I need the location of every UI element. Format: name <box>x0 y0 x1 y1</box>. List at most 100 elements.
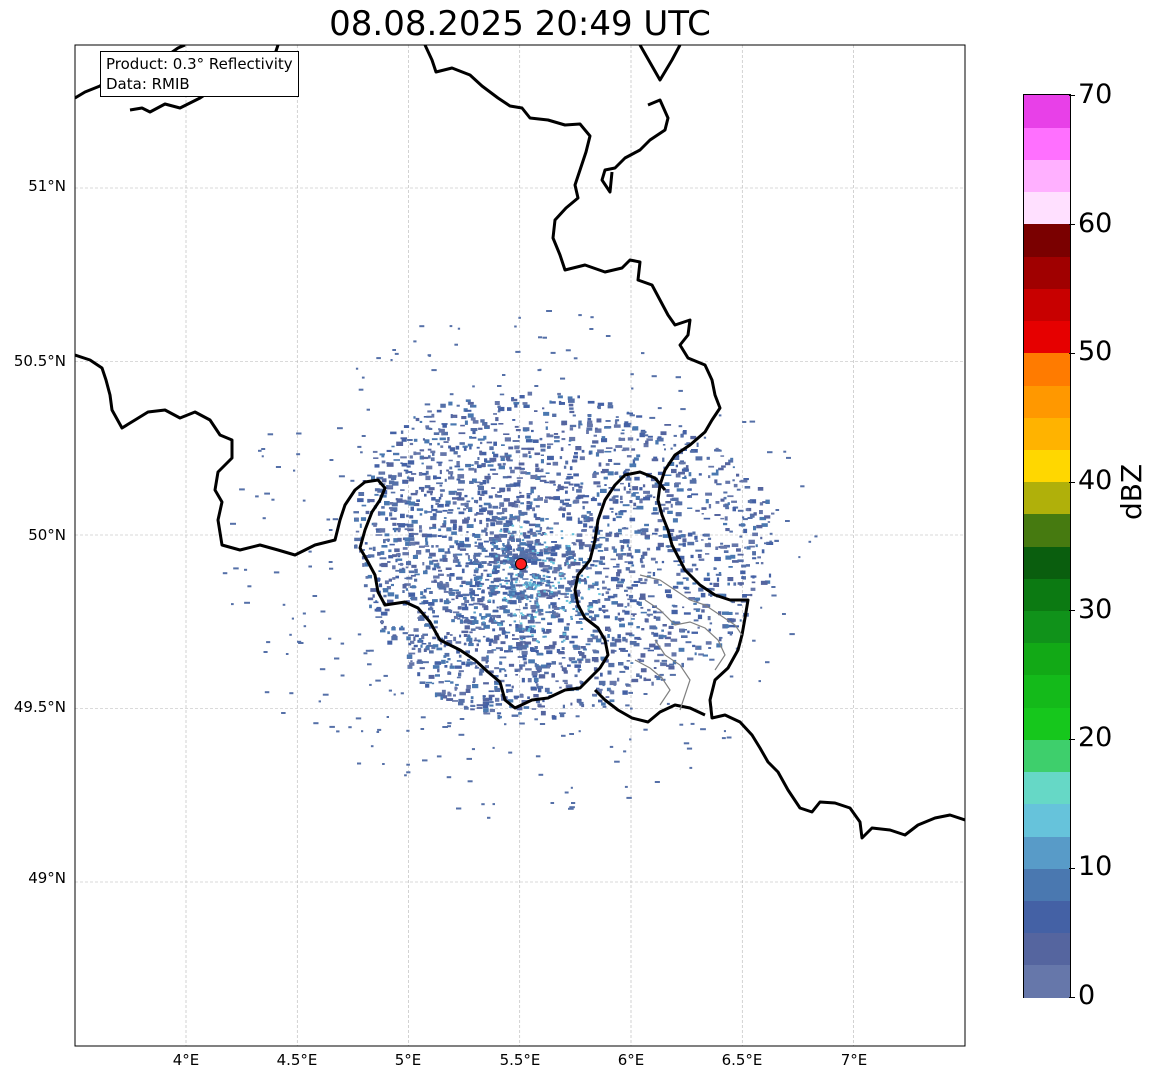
echo-pixel <box>724 516 728 521</box>
echo-pixel <box>537 590 540 593</box>
echo-pixel <box>611 636 615 642</box>
echo-pixel <box>375 528 382 531</box>
echo-pixel <box>459 540 465 545</box>
echo-pixel <box>653 496 656 499</box>
echo-pixel <box>587 608 590 611</box>
echo-pixel <box>361 435 366 437</box>
echo-pixel <box>637 638 642 640</box>
echo-pixel <box>381 460 386 464</box>
echo-pixel <box>664 489 670 493</box>
echo-pixel <box>572 575 578 579</box>
echo-pixel <box>625 632 633 636</box>
echo-pixel <box>369 649 374 652</box>
echo-pixel <box>477 639 481 643</box>
echo-pixel <box>629 517 636 522</box>
echo-pixel <box>558 484 561 487</box>
echo-pixel <box>427 410 432 413</box>
echo-pixel <box>437 503 444 508</box>
echo-pixel <box>519 636 526 640</box>
echo-pixel <box>444 635 448 639</box>
echo-pixel <box>565 544 568 547</box>
echo-pixel <box>431 413 435 418</box>
echo-pixel <box>439 469 442 475</box>
echo-pixel <box>584 580 588 585</box>
echo-pixel <box>669 673 676 676</box>
echo-pixel <box>378 570 382 572</box>
echo-pixel <box>457 617 461 620</box>
echo-pixel <box>705 499 709 504</box>
echo-pixel <box>658 535 663 537</box>
echo-pixel <box>367 574 372 579</box>
echo-pixel <box>442 583 450 588</box>
echo-pixel <box>588 610 594 614</box>
echo-pixel <box>437 535 442 537</box>
echo-pixel <box>481 463 486 468</box>
echo-pixel <box>606 687 611 692</box>
echo-pixel <box>696 442 699 447</box>
echo-pixel <box>552 584 555 587</box>
echo-pixel <box>483 682 489 685</box>
echo-pixel <box>544 559 547 562</box>
echo-pixel <box>528 659 535 664</box>
cbar-segment <box>1024 288 1070 322</box>
echo-pixel <box>629 641 637 645</box>
echo-pixel <box>503 609 508 614</box>
echo-pixel <box>755 562 759 565</box>
echo-pixel <box>571 459 577 463</box>
echo-pixel <box>465 617 469 620</box>
echo-pixel <box>530 588 536 590</box>
echo-pixel <box>391 627 396 631</box>
echo-pixel <box>504 437 511 442</box>
echo-pixel <box>503 498 510 502</box>
echo-pixel <box>467 413 474 418</box>
echo-pixel <box>388 578 392 582</box>
lat-label-51: 51°N <box>28 177 66 195</box>
echo-pixel <box>631 584 638 587</box>
echo-pixel <box>521 650 528 655</box>
echo-pixel <box>671 652 677 657</box>
echo-pixel <box>621 429 625 431</box>
echo-pixel <box>647 472 652 475</box>
echo-pixel <box>394 527 397 533</box>
echo-pixel <box>443 517 447 519</box>
echo-pixel <box>432 513 437 517</box>
echo-pixel <box>679 628 684 633</box>
echo-pixel <box>651 484 659 488</box>
echo-pixel <box>449 545 455 549</box>
echo-pixel <box>426 644 434 647</box>
echo-pixel <box>588 525 593 529</box>
echo-pixel <box>625 477 632 481</box>
echo-pixel <box>553 496 560 501</box>
lon-label-4-5: 4.5°E <box>276 1051 318 1069</box>
echo-pixel <box>615 471 619 475</box>
echo-pixel <box>435 692 442 697</box>
echo-pixel <box>418 545 425 548</box>
echo-pixel <box>464 705 468 708</box>
echo-pixel <box>528 581 531 584</box>
echo-pixel <box>523 405 530 408</box>
echo-pixel <box>759 516 767 521</box>
echo-pixel <box>489 593 493 597</box>
echo-pixel <box>369 683 372 686</box>
echo-pixel <box>453 611 460 614</box>
echo-pixel <box>701 609 705 613</box>
echo-pixel <box>571 635 578 639</box>
echo-pixel <box>695 568 699 571</box>
echo-pixel <box>634 457 639 461</box>
echo-pixel <box>477 490 481 496</box>
echo-pixel <box>715 573 722 576</box>
echo-pixel <box>523 661 528 665</box>
echo-pixel <box>677 622 681 624</box>
echo-pixel <box>568 657 576 660</box>
echo-pixel <box>589 513 593 516</box>
echo-pixel <box>380 551 385 555</box>
echo-pixel <box>708 504 712 509</box>
echo-pixel <box>542 574 546 577</box>
echo-pixel <box>375 600 378 603</box>
echo-pixel <box>499 455 507 458</box>
echo-pixel <box>687 532 693 537</box>
echo-pixel <box>381 562 388 568</box>
echo-pixel <box>649 416 656 419</box>
echo-pixel <box>675 376 681 379</box>
echo-pixel <box>506 558 510 561</box>
